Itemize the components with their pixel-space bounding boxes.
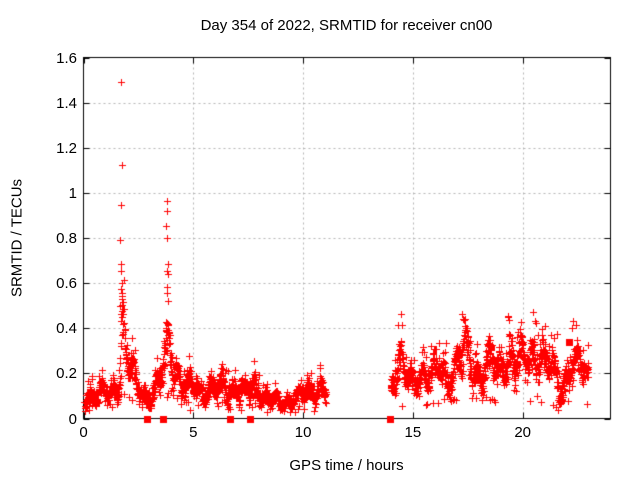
y-tick-label: 0.8 [56, 230, 77, 247]
y-tick-label: 0.6 [56, 275, 77, 293]
y-tick-label: 1 [68, 184, 77, 202]
y-tick-label: 0 [68, 410, 77, 428]
x-tick-label: 5 [189, 424, 198, 441]
x-tick-label: 10 [294, 424, 312, 441]
x-tick-label: 20 [514, 424, 531, 441]
y-tick-label: 1.6 [56, 49, 77, 67]
y-tick-label: 1.2 [56, 139, 77, 157]
x-tick-label: 0 [79, 424, 88, 441]
x-tick-label: 15 [404, 424, 422, 441]
y-tick-label: 1.4 [56, 94, 77, 112]
x-axis-label: GPS time / hours [289, 457, 404, 474]
y-tick-label: 0.2 [56, 365, 77, 383]
y-tick-label: 0.4 [56, 320, 77, 338]
chart-title: Day 354 of 2022, SRMTID for receiver cn0… [200, 17, 493, 34]
